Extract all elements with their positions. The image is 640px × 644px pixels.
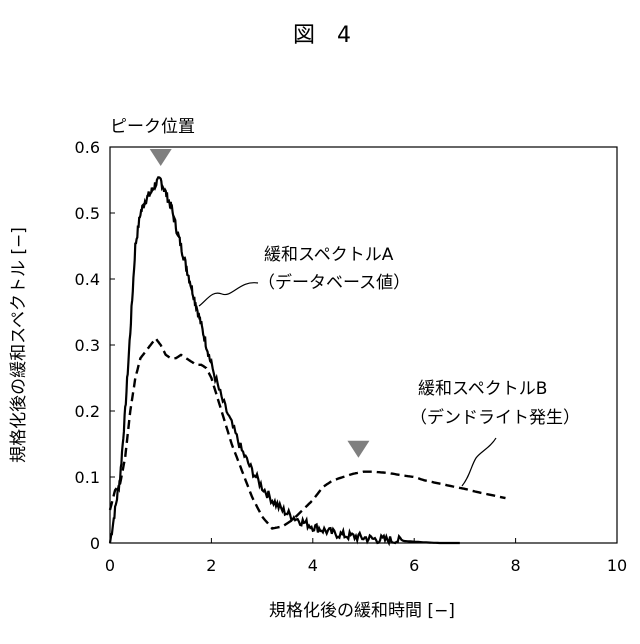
plot-frame (110, 147, 617, 543)
peak-marker (347, 441, 369, 458)
peak-marker (150, 149, 172, 166)
y-axis-label: 規格化後の緩和スペクトル [−] (9, 227, 29, 463)
figure-title: 図 4 (293, 23, 351, 48)
y-tick-label: 0.2 (75, 402, 100, 421)
series-a-sublabel: （データベース値） (258, 272, 410, 293)
x-tick-label: 0 (105, 556, 115, 575)
y-tick-label: 0 (90, 534, 100, 553)
y-tick-label: 0.1 (75, 468, 100, 487)
series-b-sublabel: （デンドライト発生） (410, 407, 580, 428)
y-tick-label: 0.3 (75, 336, 100, 355)
peak-position-label: ピーク位置 (110, 117, 195, 137)
series-line-a (110, 177, 460, 543)
series-a-label: 緩和スペクトルA (264, 245, 394, 265)
x-axis-label: 規格化後の緩和時間 [−] (269, 601, 455, 621)
series-a-leader-line (199, 283, 258, 306)
series-b-label: 緩和スペクトルB (418, 379, 547, 399)
x-tick-label: 8 (511, 556, 521, 575)
y-tick-label: 0.4 (75, 270, 100, 289)
series-b-leader-line (462, 438, 496, 486)
x-tick-label: 4 (308, 556, 318, 575)
x-tick-label: 2 (206, 556, 216, 575)
y-tick-label: 0.6 (75, 138, 100, 157)
plot-area: 0 2 4 6 8 10 0 0.1 0.2 0.3 0.4 0.5 0.6 (75, 138, 628, 575)
x-tick-label: 10 (607, 556, 627, 575)
series-line-b (110, 338, 506, 528)
y-tick-label: 0.5 (75, 204, 100, 223)
x-tick-label: 6 (409, 556, 419, 575)
